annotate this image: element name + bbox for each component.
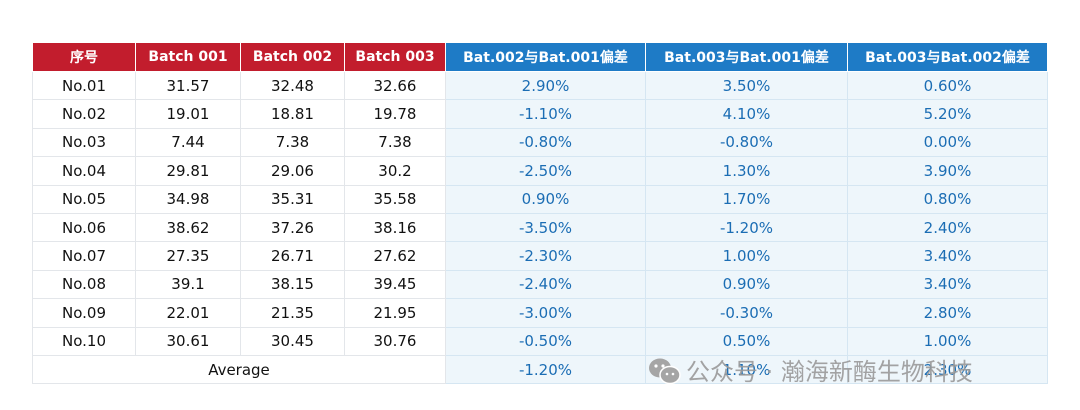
cell: 7.38 <box>344 127 446 158</box>
cell: 22.01 <box>135 298 241 328</box>
table-row: No.06 38.62 37.26 38.16 -3.50% -1.20% 2.40% <box>32 212 1048 243</box>
cell: -0.80% <box>645 127 848 158</box>
cell: 37.26 <box>240 212 345 243</box>
header-cell: Batch 003 <box>344 42 446 72</box>
table-row: No.02 19.01 18.81 19.78 -1.10% 4.10% 5.20% <box>32 99 1048 129</box>
cell: 1.30% <box>645 156 848 186</box>
cell: 30.45 <box>240 326 345 356</box>
row-label: No.06 <box>32 212 136 243</box>
cell: 26.71 <box>240 241 345 271</box>
cell: -0.30% <box>645 298 848 328</box>
cell: 3.50% <box>645 70 848 101</box>
wechat-icon <box>649 358 681 385</box>
watermark: 公众号 · 瀚海新酶生物科技 <box>648 350 1048 390</box>
header-cell: Bat.003与Bat.002偏差 <box>847 42 1048 72</box>
cell: 1.70% <box>645 184 848 214</box>
average-cell: -1.20% <box>445 354 646 385</box>
cell: 39.45 <box>344 269 446 300</box>
table-row: No.03 7.44 7.38 7.38 -0.80% -0.80% 0.00% <box>32 127 1048 158</box>
table-row: No.09 22.01 21.35 21.95 -3.00% -0.30% 2.80% <box>32 298 1048 328</box>
data-table: 序号 Batch 001 Batch 002 Batch 003 Bat.002与Bat… <box>32 42 1048 385</box>
cell: -1.20% <box>645 212 848 243</box>
cell: -2.30% <box>445 241 646 271</box>
cell: 30.61 <box>135 326 241 356</box>
cell: 3.90% <box>847 156 1048 186</box>
cell: 18.81 <box>240 99 345 129</box>
cell: 29.81 <box>135 156 241 186</box>
cell: 0.90% <box>445 184 646 214</box>
row-label: No.07 <box>32 241 136 271</box>
cell: 38.62 <box>135 212 241 243</box>
cell: -1.10% <box>445 99 646 129</box>
table-row: No.05 34.98 35.31 35.58 0.90% 1.70% 0.80% <box>32 184 1048 214</box>
table-row: No.10 30.61 30.45 30.76 -0.50% 0.50% 1.00% <box>32 326 1048 356</box>
cell: 30.76 <box>344 326 446 356</box>
cell: -3.00% <box>445 298 646 328</box>
cell: 0.60% <box>847 70 1048 101</box>
cell: 21.35 <box>240 298 345 328</box>
cell: 38.16 <box>344 212 446 243</box>
average-label: Average <box>32 354 446 385</box>
cell: 4.10% <box>645 99 848 129</box>
cell: 0.00% <box>847 127 1048 158</box>
cell: 30.2 <box>344 156 446 186</box>
cell: 7.38 <box>240 127 345 158</box>
cell: -0.50% <box>445 326 646 356</box>
row-label: No.08 <box>32 269 136 300</box>
cell: -2.40% <box>445 269 646 300</box>
header-cell: Batch 001 <box>135 42 241 72</box>
cell: 0.80% <box>847 184 1048 214</box>
cell: 27.62 <box>344 241 446 271</box>
cell: 1.00% <box>645 241 848 271</box>
row-label: No.03 <box>32 127 136 158</box>
average-cell: 2.30% <box>847 354 1048 385</box>
header-cell: Bat.003与Bat.001偏差 <box>645 42 848 72</box>
row-label: No.10 <box>32 326 136 356</box>
header-cell: Batch 002 <box>240 42 345 72</box>
watermark-text: 公众号 · 瀚海新酶生物科技 <box>686 358 973 386</box>
cell: 1.00% <box>847 326 1048 356</box>
cell: 2.90% <box>445 70 646 101</box>
row-label: No.01 <box>32 70 136 101</box>
cell: 19.78 <box>344 99 446 129</box>
cell: 2.80% <box>847 298 1048 328</box>
table-row: No.01 31.57 32.48 32.66 2.90% 3.50% 0.60% <box>32 70 1048 101</box>
cell: 35.31 <box>240 184 345 214</box>
cell: 27.35 <box>135 241 241 271</box>
cell: 0.90% <box>645 269 848 300</box>
cell: 7.44 <box>135 127 241 158</box>
cell: 2.40% <box>847 212 1048 243</box>
cell: 39.1 <box>135 269 241 300</box>
table-row: No.04 29.81 29.06 30.2 -2.50% 1.30% 3.90% <box>32 156 1048 186</box>
cell: 21.95 <box>344 298 446 328</box>
cell: 35.58 <box>344 184 446 214</box>
cell: 31.57 <box>135 70 241 101</box>
cell: -0.80% <box>445 127 646 158</box>
cell: 32.48 <box>240 70 345 101</box>
cell: -2.50% <box>445 156 646 186</box>
row-label: No.02 <box>32 99 136 129</box>
row-label: No.05 <box>32 184 136 214</box>
cell: 3.40% <box>847 241 1048 271</box>
header-cell: Bat.002与Bat.001偏差 <box>445 42 646 72</box>
cell: -3.50% <box>445 212 646 243</box>
cell: 19.01 <box>135 99 241 129</box>
header-cell: 序号 <box>32 42 136 72</box>
header-row: 序号 Batch 001 Batch 002 Batch 003 Bat.002与Bat… <box>32 42 1048 72</box>
cell: 29.06 <box>240 156 345 186</box>
table-body: No.01 31.57 32.48 32.66 2.90% 3.50% 0.60% No.02… <box>32 70 1048 385</box>
cell: 5.20% <box>847 99 1048 129</box>
average-row: Average -1.20% 1.10% 2.30% <box>32 354 1048 385</box>
cell: 32.66 <box>344 70 446 101</box>
cell: 0.50% <box>645 326 848 356</box>
table-row: No.08 39.1 38.15 39.45 -2.40% 0.90% 3.40% <box>32 269 1048 300</box>
cell: 38.15 <box>240 269 345 300</box>
table-row: No.07 27.35 26.71 27.62 -2.30% 1.00% 3.40% <box>32 241 1048 271</box>
cell: 34.98 <box>135 184 241 214</box>
cell: 3.40% <box>847 269 1048 300</box>
row-label: No.04 <box>32 156 136 186</box>
row-label: No.09 <box>32 298 136 328</box>
